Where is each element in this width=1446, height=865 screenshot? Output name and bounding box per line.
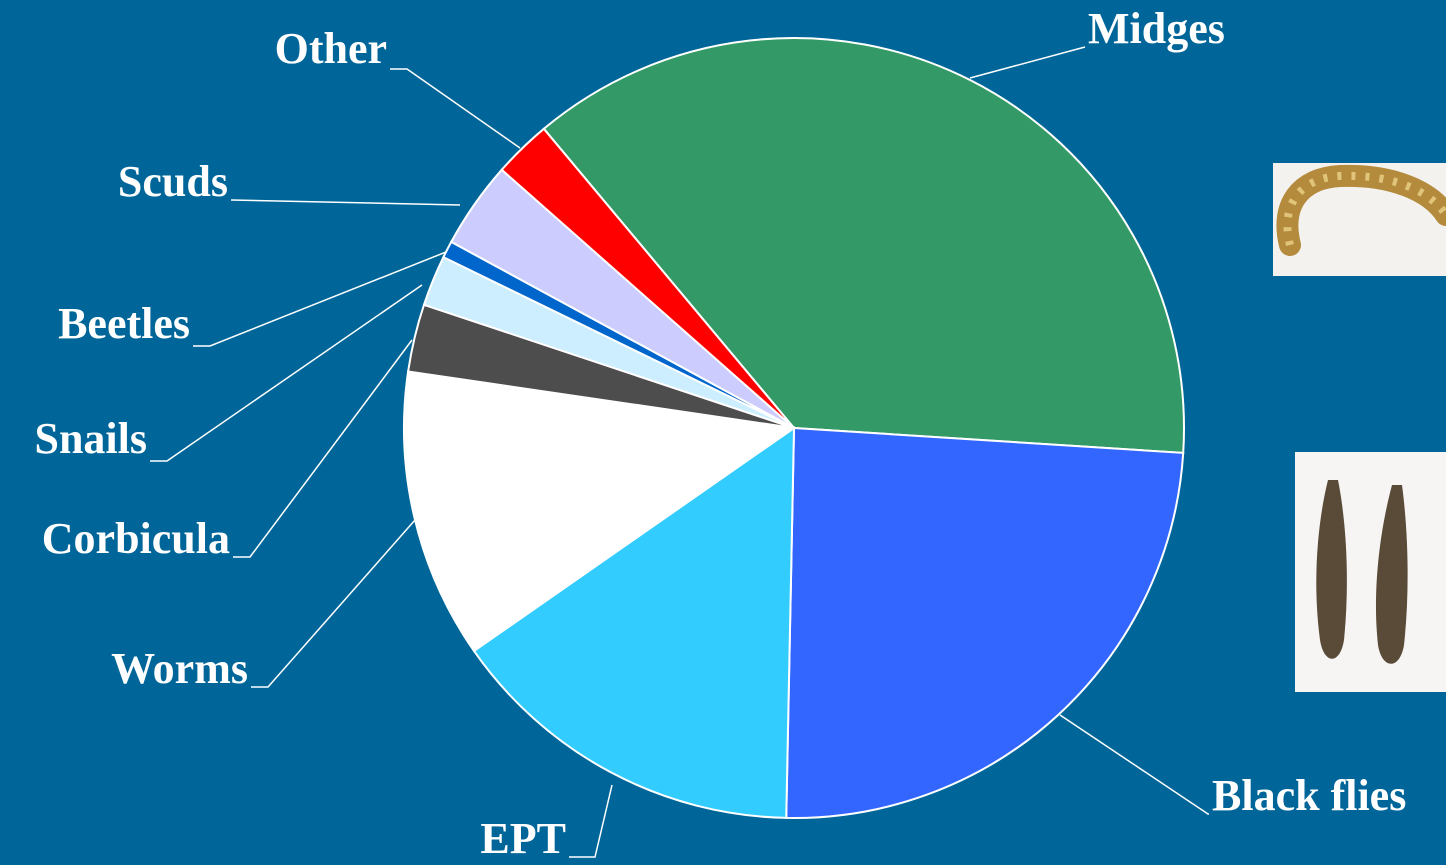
pie-slice <box>542 37 1185 454</box>
leader-line <box>251 519 416 688</box>
photo-blackfly-larvae <box>1295 452 1446 692</box>
labels: Midges Black flies EPT Worms Corbicula Snails… <box>34 4 1406 863</box>
pie-slice <box>403 370 797 653</box>
slice-label: Beetles <box>58 299 190 348</box>
leader-line <box>569 784 613 858</box>
pie <box>403 37 1185 819</box>
leader-line <box>969 46 1086 79</box>
leader-line <box>193 251 447 347</box>
pie-slice <box>500 127 795 429</box>
slice-label: Worms <box>111 644 248 693</box>
slice-label: Midges <box>1088 4 1225 53</box>
slice-label: EPT <box>480 814 566 863</box>
photo-midge-larva <box>1273 163 1446 276</box>
pie-slice <box>785 426 1185 819</box>
slice-label: Scuds <box>118 157 228 206</box>
leader-line <box>150 284 423 462</box>
slice-label: Black flies <box>1212 771 1406 820</box>
leader-line <box>1059 714 1209 815</box>
leader-line <box>233 339 413 558</box>
leader-line <box>231 199 461 206</box>
slice-label: Snails <box>34 414 147 463</box>
leader-line <box>390 68 521 149</box>
slice-label: Corbicula <box>42 514 230 563</box>
slice-label: Other <box>275 24 387 73</box>
pie-slice <box>472 426 796 819</box>
